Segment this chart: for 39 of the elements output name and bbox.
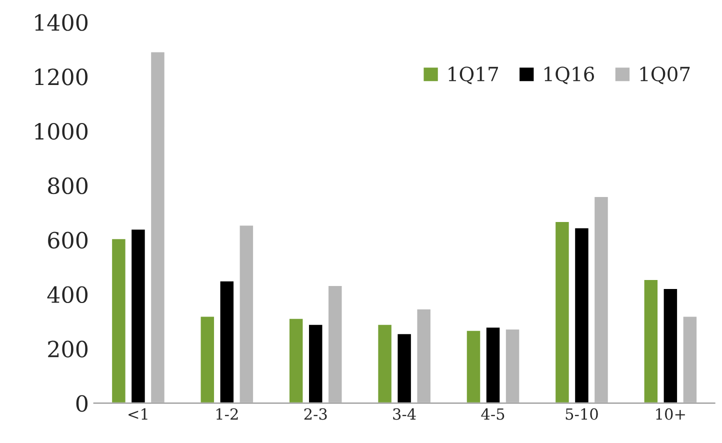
bar <box>376 324 393 404</box>
y-tick-label: 1000 <box>35 122 88 140</box>
bar <box>130 228 146 404</box>
bar <box>574 226 590 404</box>
bar <box>465 330 482 404</box>
bar <box>199 315 216 404</box>
legend-label: 1Q17 <box>448 66 498 84</box>
bar <box>327 284 344 404</box>
x-tick-label: <1 <box>128 408 148 420</box>
x-tick-label: 4-5 <box>481 408 504 420</box>
bar <box>593 196 610 404</box>
x-tick-label: 3-4 <box>393 408 416 420</box>
x-tick-label: 10+ <box>656 408 685 420</box>
bar <box>110 238 127 404</box>
y-tick-label: 0 <box>76 395 88 412</box>
bar <box>396 332 412 404</box>
legend-label: 1Q16 <box>544 66 594 84</box>
x-tick-label: 2-3 <box>304 408 327 420</box>
bar <box>308 324 324 404</box>
bar <box>238 224 254 404</box>
legend-label: 1Q07 <box>640 66 690 84</box>
y-tick-label: 200 <box>48 340 88 358</box>
bar <box>504 328 521 404</box>
bar <box>485 326 502 404</box>
y-tick-label: 400 <box>47 286 88 304</box>
bar <box>288 318 304 404</box>
y-tick-label: 1400 <box>35 14 88 31</box>
bar <box>218 280 235 404</box>
bar <box>554 220 570 404</box>
x-tick-label: 5-10 <box>566 408 598 420</box>
y-tick-label: 800 <box>48 177 88 194</box>
bar <box>642 278 659 404</box>
x-tick-label: 1-2 <box>216 408 238 420</box>
bar <box>682 315 698 404</box>
y-tick-label: 1200 <box>35 68 88 86</box>
bar <box>416 308 432 404</box>
bar <box>662 288 678 404</box>
y-tick-label: 600 <box>48 232 88 249</box>
bar <box>150 50 166 404</box>
